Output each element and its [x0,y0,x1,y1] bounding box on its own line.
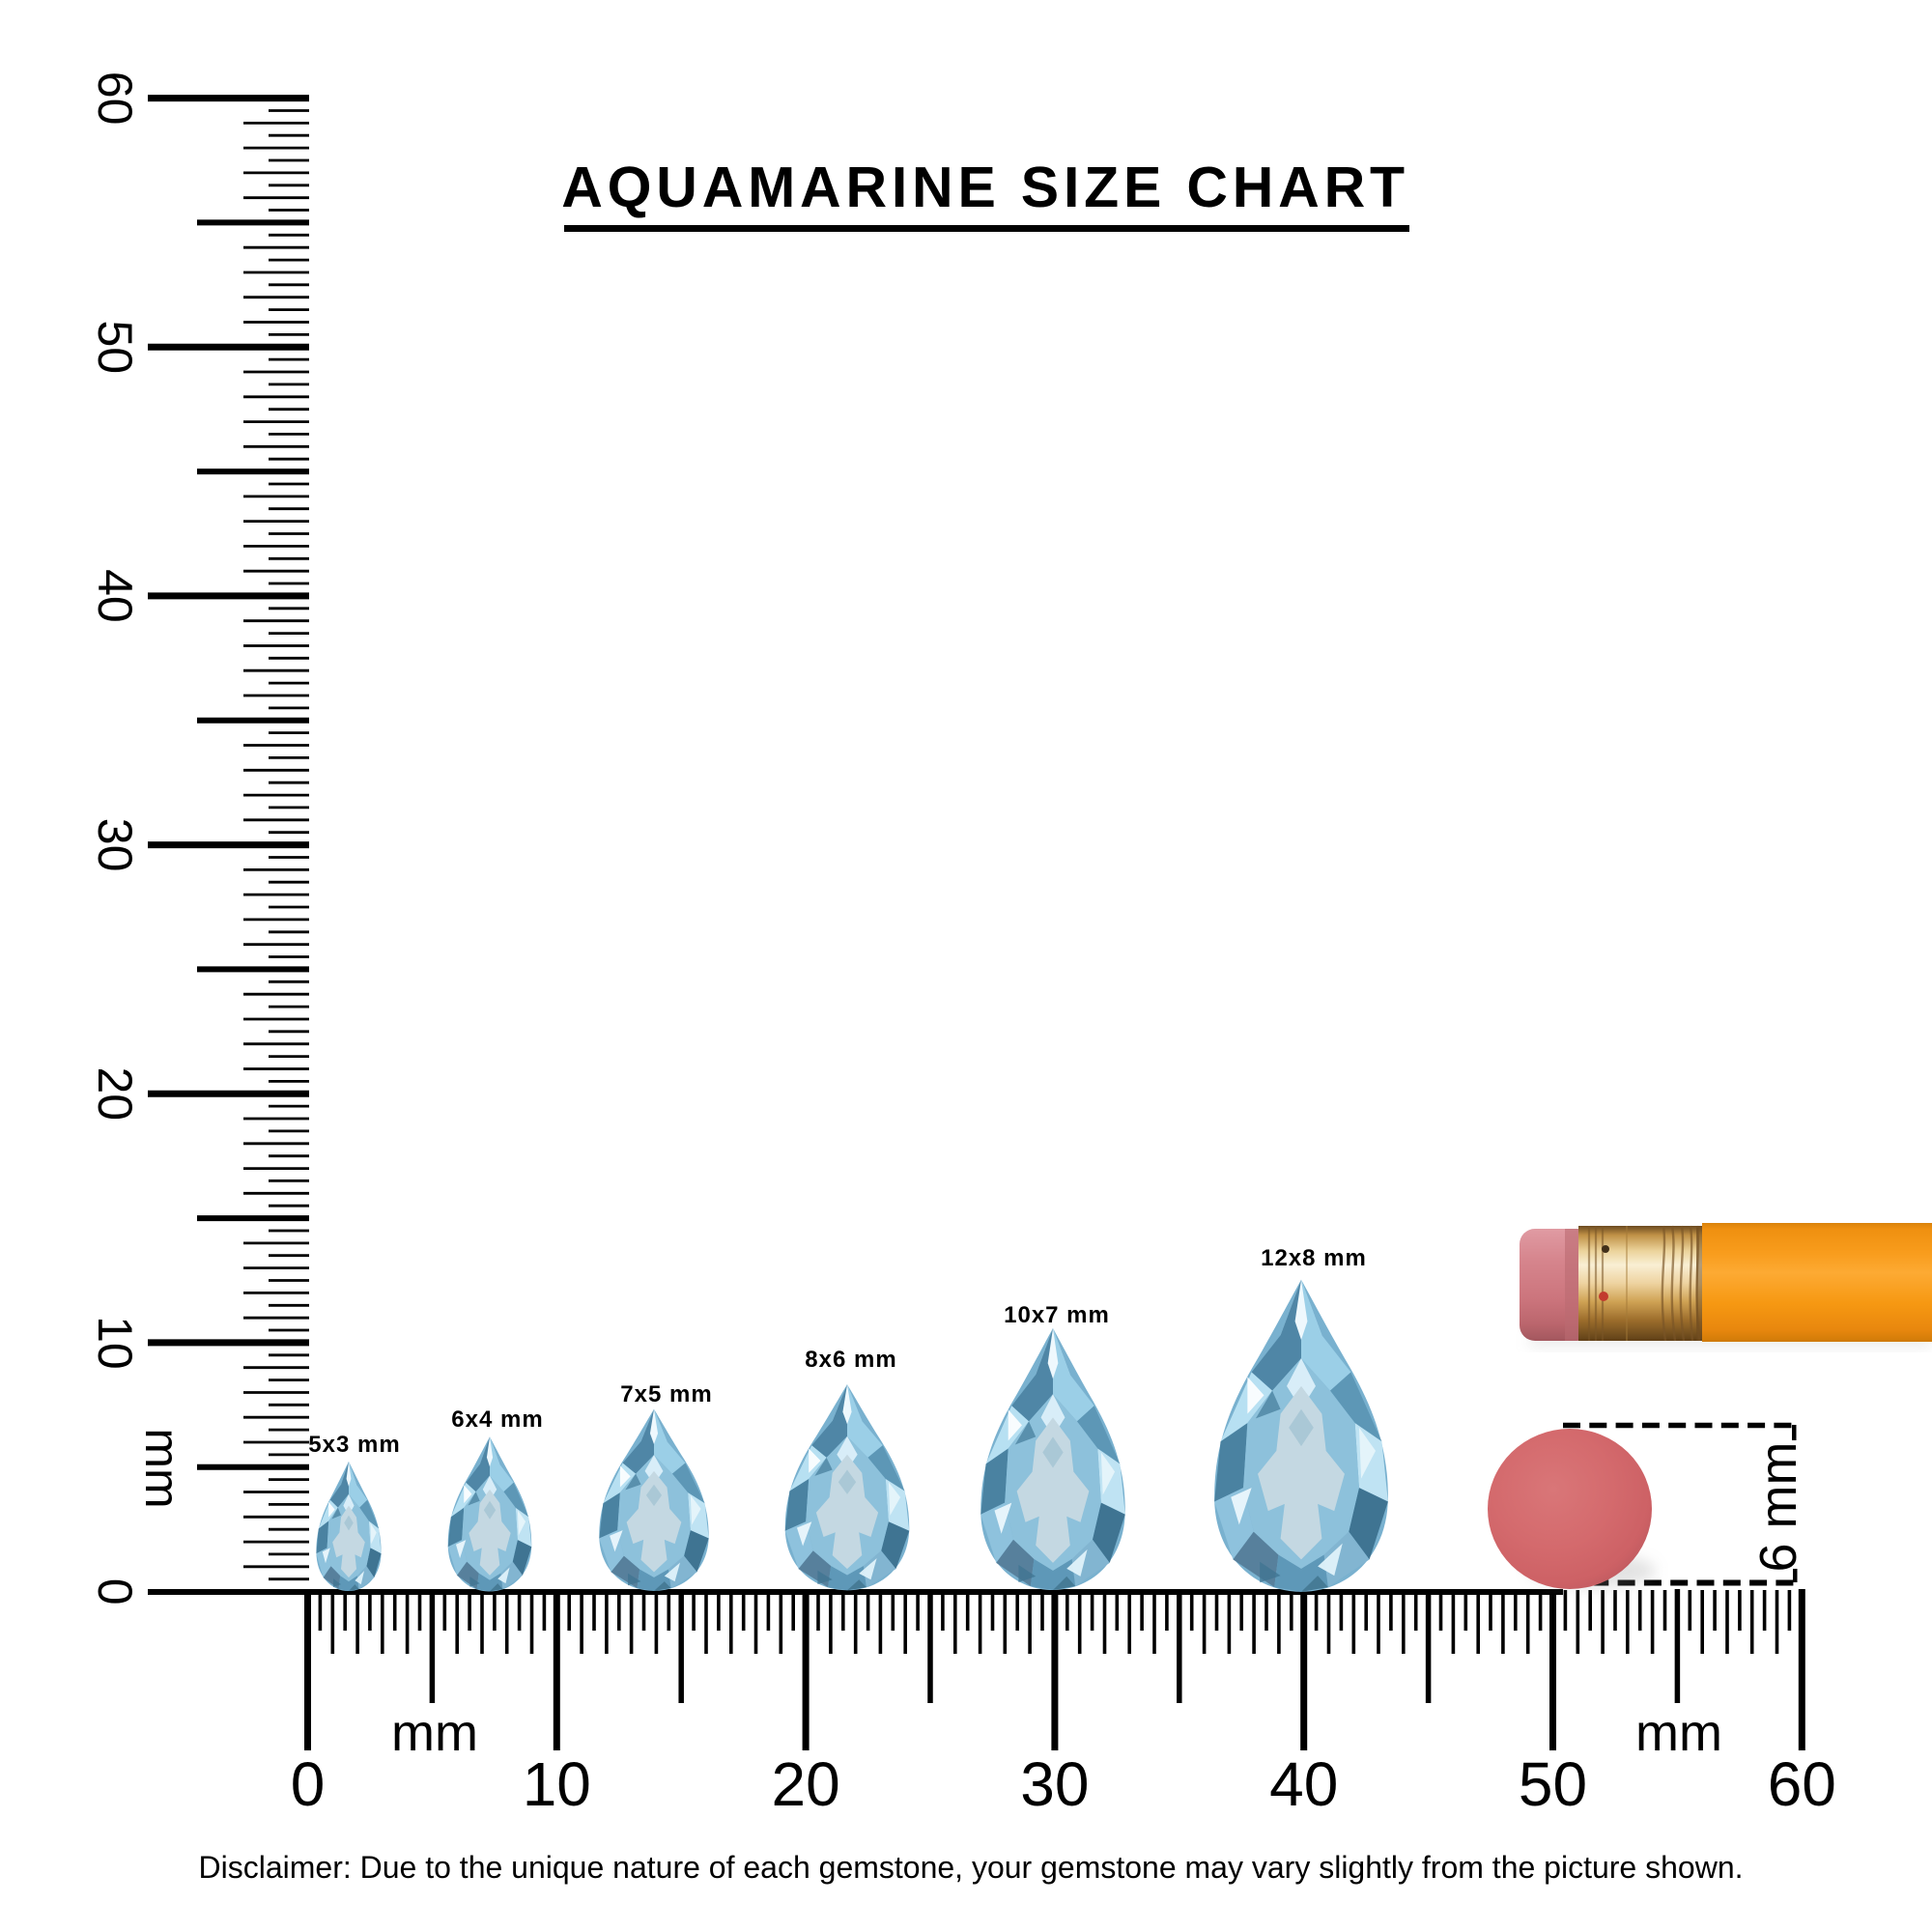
svg-text:30: 30 [88,818,142,872]
svg-text:20: 20 [772,1749,840,1819]
svg-text:mm: mm [391,1704,478,1762]
svg-text:50: 50 [88,320,142,374]
svg-text:10: 10 [88,1316,142,1370]
svg-text:8x6 mm: 8x6 mm [805,1347,896,1373]
svg-text:12x8 mm: 12x8 mm [1261,1245,1367,1271]
svg-text:10x7 mm: 10x7 mm [1004,1302,1110,1328]
svg-text:0: 0 [88,1578,142,1605]
svg-text:6 mm: 6 mm [1749,1442,1807,1573]
svg-text:Disclaimer: Due to the unique: Disclaimer: Due to the unique nature of … [199,1850,1744,1885]
svg-text:0: 0 [291,1749,326,1819]
svg-text:6x4 mm: 6x4 mm [451,1406,543,1433]
svg-text:40: 40 [1269,1749,1338,1819]
svg-text:60: 60 [88,71,142,126]
svg-text:10: 10 [523,1749,591,1819]
svg-text:7x5 mm: 7x5 mm [620,1381,712,1407]
svg-text:5x3 mm: 5x3 mm [308,1432,400,1458]
svg-text:mm: mm [1635,1704,1722,1762]
svg-text:30: 30 [1020,1749,1089,1819]
svg-text:20: 20 [88,1066,142,1121]
svg-text:40: 40 [88,569,142,623]
svg-text:mm: mm [135,1428,189,1508]
svg-text:AQUAMARINE SIZE CHART: AQUAMARINE SIZE CHART [561,156,1409,219]
svg-text:50: 50 [1519,1749,1587,1819]
svg-text:60: 60 [1768,1749,1836,1819]
